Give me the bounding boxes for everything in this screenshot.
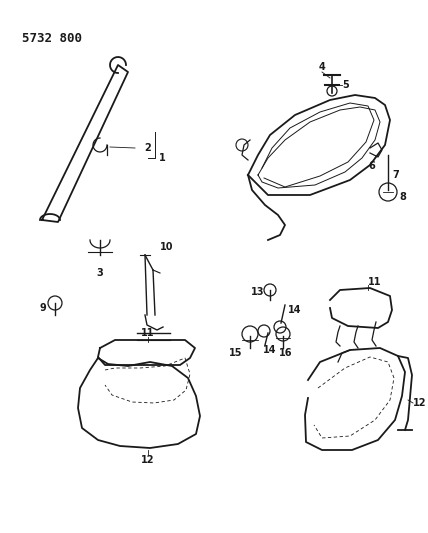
Text: 14: 14 xyxy=(288,305,302,315)
Text: 6: 6 xyxy=(369,161,375,171)
Text: 2: 2 xyxy=(145,143,152,153)
Text: 4: 4 xyxy=(318,62,325,72)
Text: 14: 14 xyxy=(263,345,277,355)
Text: 7: 7 xyxy=(392,170,399,180)
Text: 9: 9 xyxy=(40,303,46,313)
Text: 15: 15 xyxy=(229,348,243,358)
Text: 1: 1 xyxy=(159,153,165,163)
Text: 16: 16 xyxy=(279,348,293,358)
Text: 3: 3 xyxy=(97,268,104,278)
Text: 12: 12 xyxy=(413,398,427,408)
Text: 12: 12 xyxy=(141,455,155,465)
Text: 10: 10 xyxy=(160,242,174,252)
Text: 11: 11 xyxy=(141,328,155,338)
Text: 13: 13 xyxy=(251,287,265,297)
Text: 5732 800: 5732 800 xyxy=(22,32,82,45)
Text: 8: 8 xyxy=(400,192,407,202)
Text: 11: 11 xyxy=(368,277,382,287)
Text: 5: 5 xyxy=(343,80,349,90)
